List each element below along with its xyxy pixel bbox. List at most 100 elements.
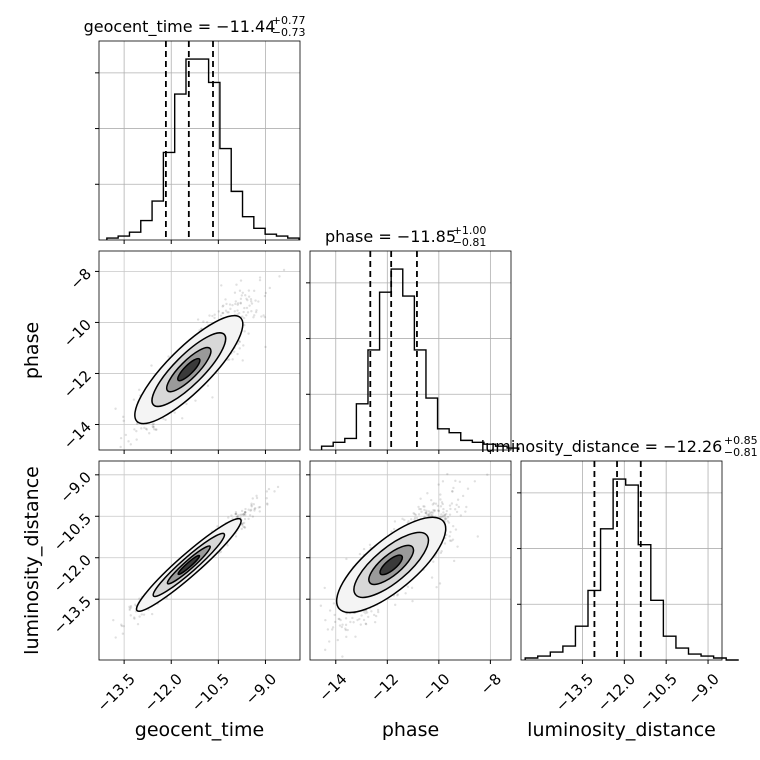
sample-point [432, 508, 435, 512]
sample-point [439, 498, 442, 501]
sample-point [451, 490, 454, 493]
sample-point [254, 507, 257, 510]
x-tick-label: −13.5 [552, 670, 597, 715]
sample-point [241, 291, 244, 294]
sample-point [265, 502, 269, 505]
sample-point [443, 514, 446, 517]
sample-point [448, 513, 452, 516]
sample-point [253, 509, 256, 512]
scatter-points [114, 268, 286, 449]
sample-point [374, 614, 378, 618]
sample-point [228, 303, 232, 306]
sample-point [439, 515, 443, 519]
sample-point [403, 518, 406, 522]
sample-point [245, 306, 249, 310]
sample-point [217, 310, 220, 313]
sample-point [433, 509, 437, 512]
sample-point [148, 432, 151, 435]
sample-point [239, 279, 243, 282]
sample-point [233, 310, 236, 313]
sample-point [234, 300, 238, 303]
sample-point [276, 485, 280, 489]
sample-point [423, 508, 426, 512]
sample-point [455, 503, 458, 507]
sample-point [224, 309, 228, 312]
sample-point [411, 599, 414, 603]
sample-point [140, 613, 143, 616]
sample-point [444, 512, 448, 516]
panel-frame [309, 250, 512, 451]
x-tick-label: −14 [315, 670, 350, 705]
sample-point [243, 306, 246, 310]
sample-point [254, 310, 258, 314]
sample-point [450, 502, 454, 505]
sample-point [452, 486, 455, 490]
sample-point [439, 505, 443, 508]
sample-point [205, 321, 209, 324]
sample-point [442, 507, 445, 511]
sample-point [244, 294, 247, 297]
sample-point [346, 628, 349, 632]
sample-point [232, 350, 236, 353]
sample-point [241, 523, 244, 526]
sample-point [238, 347, 241, 350]
sample-point [362, 547, 366, 551]
sample-point [263, 315, 267, 319]
sample-point [247, 517, 250, 521]
sample-point [242, 513, 246, 516]
sample-point [216, 525, 219, 528]
sample-point [251, 515, 255, 518]
sample-point [151, 425, 154, 428]
sample-point [466, 487, 470, 490]
sample-point [432, 560, 435, 563]
sample-point [427, 513, 431, 517]
y-tick-label: −12 [60, 367, 95, 402]
sample-point [394, 603, 397, 607]
panel-title-phase: phase = −11.85 [325, 227, 456, 246]
sample-point [247, 289, 251, 292]
sample-point [441, 480, 445, 483]
sample-point [194, 399, 197, 402]
sample-point [323, 586, 326, 590]
sample-point [220, 284, 223, 287]
sample-point [135, 438, 138, 441]
sample-point [114, 407, 117, 410]
y-tick-label: −10 [60, 316, 95, 351]
sample-point [119, 445, 122, 449]
sample-point [152, 422, 155, 425]
title-minus: −0.81 [453, 236, 487, 249]
x-axis-label-phase: phase [382, 719, 439, 741]
sample-point [427, 512, 430, 516]
sample-point [437, 483, 440, 486]
sample-point [236, 302, 240, 305]
sample-point [237, 311, 241, 315]
sample-point [446, 472, 449, 476]
sample-point [413, 516, 417, 520]
sample-point [425, 509, 428, 513]
density-contour [177, 554, 201, 576]
sample-point [458, 480, 462, 484]
sample-point [227, 311, 230, 314]
sample-point [134, 603, 137, 606]
sample-point [231, 358, 234, 361]
sample-point [246, 311, 250, 314]
sample-point [454, 528, 458, 531]
sample-point [420, 510, 423, 514]
sample-point [230, 514, 233, 517]
sample-point [330, 628, 334, 631]
sample-point [442, 511, 445, 514]
sample-point [250, 505, 253, 508]
sample-point [213, 313, 216, 316]
sample-point [443, 518, 446, 522]
sample-point [464, 510, 467, 513]
panel-title-geocent_time: geocent_time = −11.44 [84, 17, 276, 37]
sample-point [392, 527, 396, 531]
sample-point [236, 352, 239, 356]
sample-point [133, 428, 136, 431]
sample-point [234, 535, 238, 538]
y-tick-label: −13.5 [50, 592, 95, 637]
sample-point [444, 517, 447, 521]
x-axis-label-geocent_time: geocent_time [135, 719, 264, 741]
sample-point [401, 517, 404, 521]
sample-point [128, 608, 131, 612]
